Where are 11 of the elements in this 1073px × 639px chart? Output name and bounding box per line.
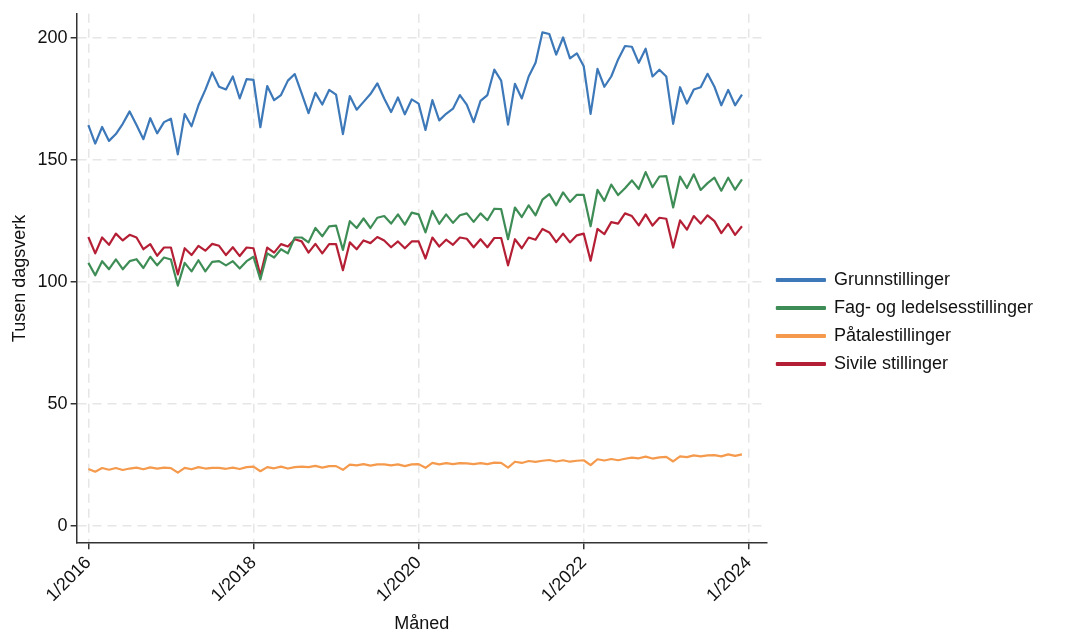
y-tick-label: 200 — [37, 27, 68, 48]
y-tick-label: 100 — [37, 271, 68, 292]
y-tick-label: 50 — [47, 393, 68, 414]
legend-label: Påtalestillinger — [833, 324, 951, 345]
x-axis-title: Måned — [394, 613, 450, 634]
legend-label: Sivile stillinger — [833, 352, 948, 373]
legend-label: Fag- og ledelsesstillinger — [833, 296, 1034, 317]
y-tick-label: 0 — [57, 515, 68, 536]
legend-label: Grunnstillinger — [833, 268, 950, 289]
y-axis-title: Tusen dagsverk — [8, 213, 29, 343]
y-tick-label: 150 — [37, 149, 68, 170]
